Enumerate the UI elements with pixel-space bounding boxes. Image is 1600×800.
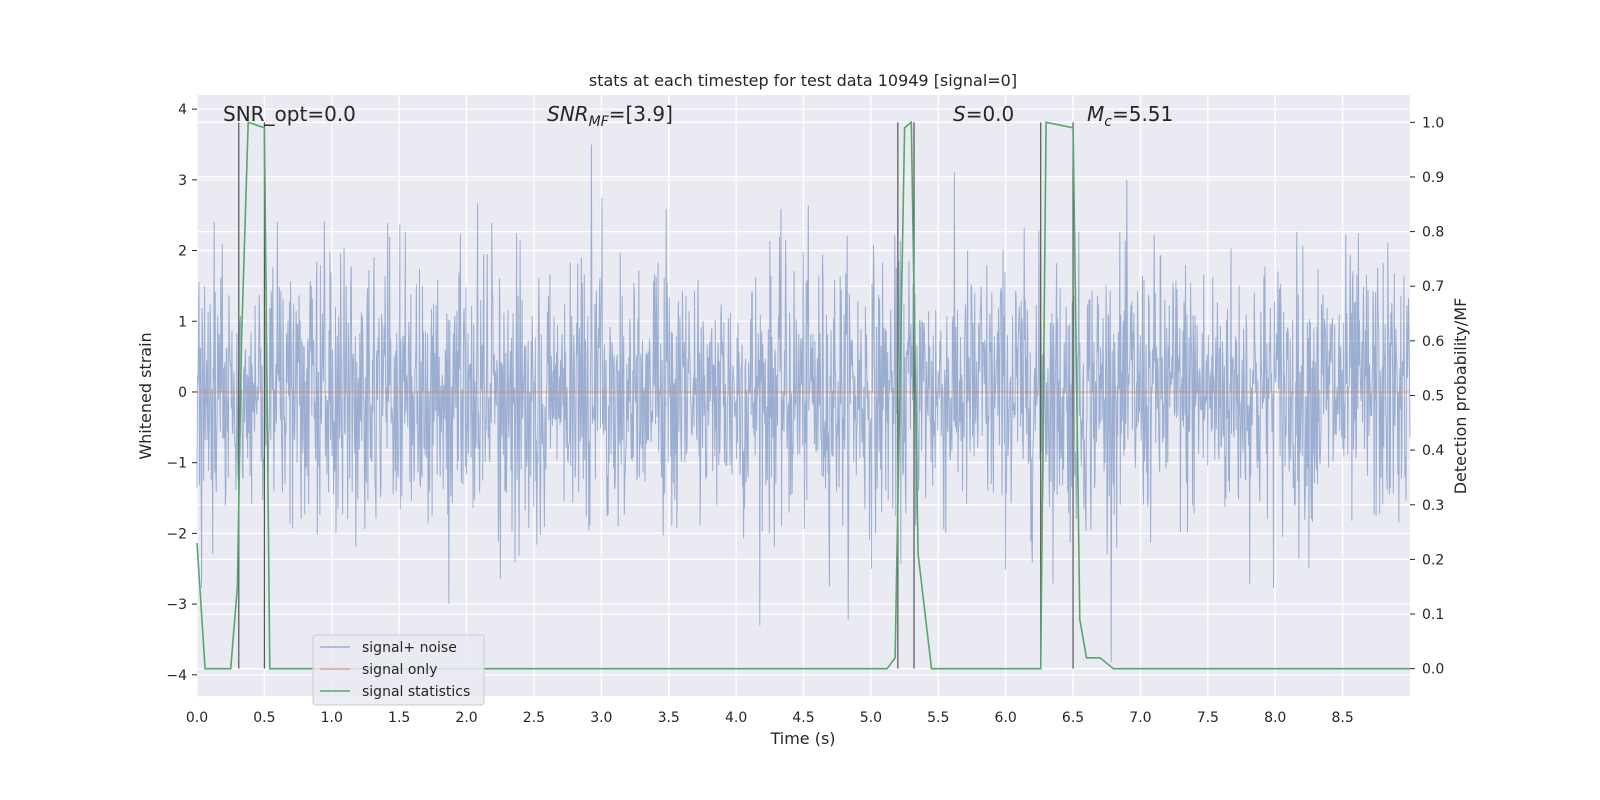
y-tick-label-right: 0.4	[1422, 443, 1444, 459]
signal-statistics-series	[196, 120, 1410, 670]
y-axis-left-label: Whitened strain	[136, 332, 155, 459]
y-tick-label-right: 0.8	[1422, 225, 1444, 241]
y-tick-label-left: 4	[178, 102, 187, 118]
y-tick-label-right: 0.7	[1422, 279, 1444, 295]
x-axis-label: Time (s)	[769, 729, 835, 748]
x-tick-label: 4.0	[725, 710, 747, 726]
x-tick-label: 5.5	[927, 710, 949, 726]
y-tick-label-left: −3	[166, 597, 187, 613]
x-tick-label: 8.5	[1331, 710, 1353, 726]
x-tick-label: 1.0	[321, 710, 343, 726]
x-tick-label: 0.0	[186, 710, 208, 726]
y-tick-label-left: 0	[178, 385, 187, 401]
vertical-markers	[238, 122, 1074, 669]
legend-label-signal: signal only	[362, 662, 437, 678]
signal-statistics-line	[196, 120, 1410, 670]
x-tick-label: 3.5	[658, 710, 680, 726]
y-axis-right: 0.0 0.1 0.2 0.3 0.4 0.5 0.6 0.7 0.8 0.9 1.0	[1410, 115, 1444, 678]
annotation-s: S=0.0	[953, 102, 1014, 126]
y-axis-right-label: Detection probability/MF	[1451, 298, 1470, 495]
y-tick-label-left: 2	[178, 244, 187, 260]
legend-label-noise: signal+ noise	[362, 640, 457, 656]
x-tick-label: 8.0	[1264, 710, 1286, 726]
noise-line	[196, 144, 1411, 663]
x-tick-label: 5.0	[860, 710, 882, 726]
y-tick-label-right: 0.2	[1422, 552, 1444, 568]
y-axis-left: −4 −3 −2 −1 0 1 2 3 4	[166, 102, 197, 684]
x-tick-label: 1.5	[388, 710, 410, 726]
x-tick-label: 2.5	[523, 710, 545, 726]
y-tick-label-right: 0.1	[1422, 607, 1444, 623]
y-tick-label-left: −4	[166, 668, 187, 684]
x-tick-label: 7.0	[1129, 710, 1151, 726]
annotation-snr-opt: SNR_opt=0.0	[223, 102, 356, 126]
legend: signal+ noise signal only signal statist…	[312, 634, 485, 706]
y-tick-label-right: 1.0	[1422, 115, 1444, 131]
x-tick-label: 0.5	[253, 710, 275, 726]
annotation-snr-mf: SNRMF=[3.9]	[547, 102, 673, 130]
y-tick-label-left: 1	[178, 314, 187, 330]
x-tick-label: 6.5	[1062, 710, 1084, 726]
annotation-mc: Mc=5.51	[1087, 102, 1173, 130]
y-tick-label-right: 0.6	[1422, 334, 1444, 350]
y-tick-label-left: −1	[166, 456, 187, 472]
y-tick-label-right: 0.3	[1422, 498, 1444, 514]
y-tick-label-right: 0.5	[1422, 389, 1444, 405]
y-tick-label-left: −2	[166, 526, 187, 542]
y-tick-label-right: 0.9	[1422, 170, 1444, 186]
legend-box	[312, 634, 485, 706]
noise-series	[196, 144, 1411, 663]
y-tick-label-right: 0.0	[1422, 662, 1444, 678]
x-tick-label: 7.5	[1197, 710, 1219, 726]
chart-title: stats at each timestep for test data 109…	[589, 71, 1017, 90]
y-tick-label-left: 3	[178, 173, 187, 189]
x-tick-label: 3.0	[590, 710, 612, 726]
x-tick-label: 2.0	[455, 710, 477, 726]
x-tick-label: 6.0	[995, 710, 1017, 726]
legend-label-stats: signal statistics	[362, 684, 470, 700]
x-tick-label: 4.5	[792, 710, 814, 726]
x-axis: 0.0 0.5 1.0 1.5 2.0 2.5 3.0 3.5 4.0 4.5 5.0 5.5 6.0 6…	[186, 710, 1354, 726]
